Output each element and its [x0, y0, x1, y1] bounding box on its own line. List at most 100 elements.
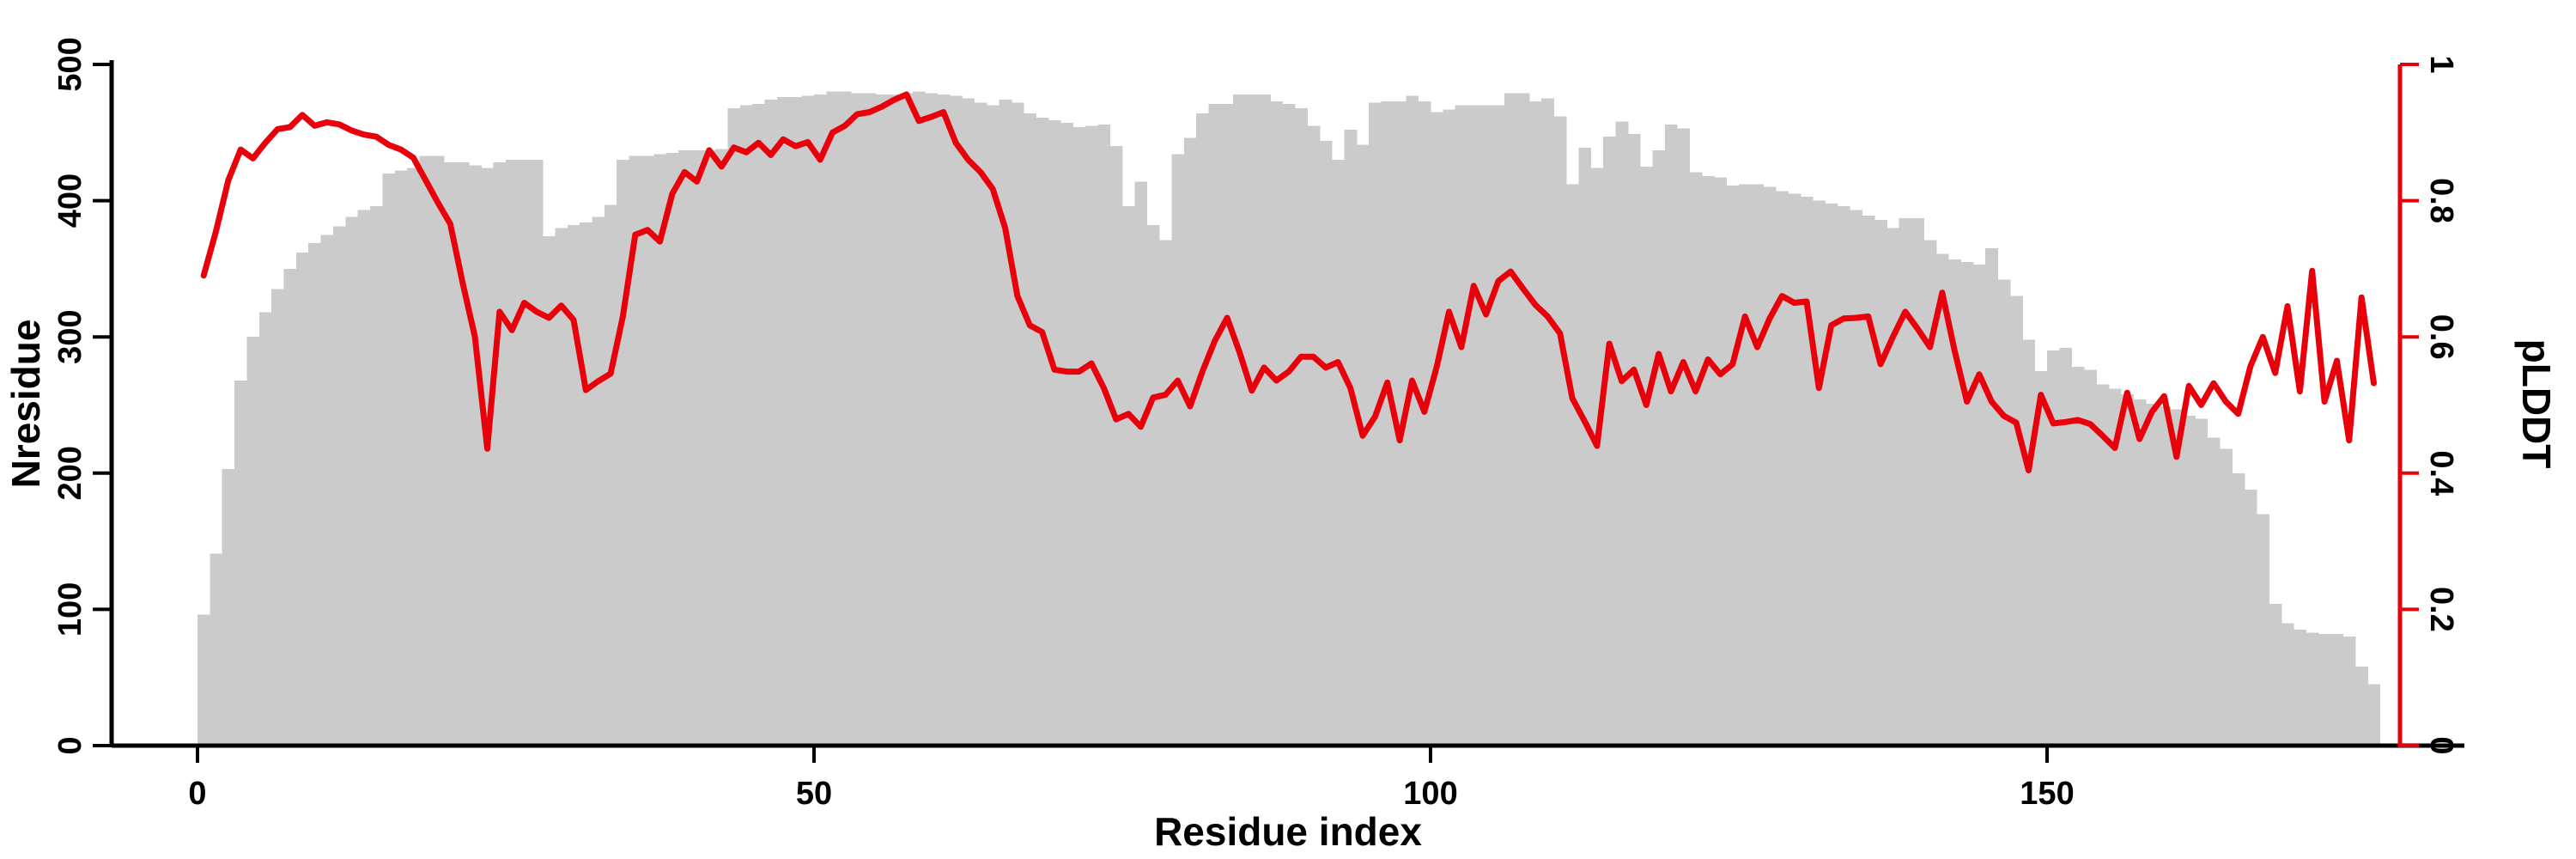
bar [1714, 177, 1728, 746]
bar [851, 93, 864, 746]
bar [468, 165, 482, 746]
bar [1208, 103, 1222, 746]
bar [1751, 184, 1765, 746]
bar [875, 94, 889, 746]
bar [1024, 113, 1036, 746]
bar [1245, 94, 1259, 746]
bar [1886, 228, 1900, 746]
bar [641, 155, 654, 746]
bar [1270, 101, 1284, 746]
bar [2232, 472, 2245, 746]
bar [962, 98, 975, 746]
bar [1565, 184, 1579, 746]
bar [1528, 101, 1542, 746]
bar [2330, 633, 2344, 746]
bar [1997, 279, 2011, 746]
y-left-tick-label: 0 [52, 736, 88, 754]
bar [801, 95, 815, 746]
bar [1578, 147, 1592, 746]
y-right-tick-label: 0.6 [2423, 314, 2459, 360]
bar [1874, 219, 1887, 746]
y-right-tick-label: 1 [2423, 55, 2459, 73]
bar [444, 162, 458, 746]
bar [222, 469, 235, 746]
bar [1627, 133, 1641, 746]
bar [1048, 120, 1061, 746]
bar [2096, 384, 2110, 746]
y-left-tick-label: 400 [52, 174, 88, 228]
bar [1344, 130, 1358, 746]
bar [2121, 393, 2135, 746]
bar [1553, 116, 1567, 746]
bar [2318, 633, 2331, 746]
bar [493, 162, 507, 746]
bar [2269, 604, 2282, 746]
bar [1356, 144, 1370, 746]
bar [2034, 370, 2048, 746]
bars-series [197, 91, 2381, 746]
bar [1504, 93, 1518, 746]
bar [1813, 200, 1826, 746]
x-tick-label: 100 [1403, 776, 1457, 812]
bar [1492, 105, 1505, 746]
bar [1332, 160, 1345, 746]
bar [1652, 149, 1666, 746]
bar [1590, 168, 1604, 746]
bar [1664, 124, 1678, 746]
bar [1443, 109, 1456, 746]
bar [912, 91, 926, 746]
bar [1985, 248, 1999, 746]
bar [2084, 369, 2097, 746]
bar [2281, 623, 2294, 746]
y-right-tick-label: 0.2 [2423, 587, 2459, 632]
bar [1689, 172, 1703, 746]
bar [1159, 240, 1172, 746]
bar [1541, 98, 1555, 746]
bar [925, 93, 939, 746]
bar [234, 380, 247, 746]
bar [727, 107, 741, 746]
bar [592, 216, 605, 746]
bar [937, 94, 951, 746]
bar [1196, 113, 1210, 746]
bar [1516, 93, 1530, 746]
bar [567, 225, 580, 746]
bar [2355, 667, 2368, 746]
bar [826, 91, 840, 746]
bar [1837, 205, 1850, 746]
bar [580, 222, 593, 746]
bar [1862, 216, 1875, 746]
y-right-tick-label: 0.8 [2423, 178, 2459, 223]
bar [1146, 225, 1160, 746]
bar [258, 312, 272, 746]
x-axis-title: Residue index [1154, 809, 1422, 854]
bar [543, 235, 556, 746]
bar [949, 95, 963, 746]
y-axis-left: 0 100 200 300 400 500 Nresidue [3, 37, 114, 755]
bar [1431, 112, 1443, 746]
bar [394, 170, 408, 746]
bar [653, 154, 667, 746]
bar [1406, 95, 1419, 746]
bar [308, 242, 322, 746]
bar [2244, 489, 2257, 746]
bar [2342, 637, 2356, 746]
y-axis-right: 0 0.2 0.4 0.6 0.8 1 pLDDT [2397, 55, 2559, 755]
bar [2047, 350, 2060, 746]
bar [678, 149, 691, 746]
bar [2133, 399, 2147, 746]
bar [1739, 184, 1752, 746]
bar [1899, 218, 1912, 746]
plddt-line [200, 91, 2377, 474]
bar [1097, 124, 1111, 746]
bar [1282, 103, 1296, 746]
bar [789, 97, 803, 746]
bar [1825, 203, 1838, 746]
bar [2009, 295, 2023, 746]
bar [419, 155, 433, 746]
bar [2108, 388, 2122, 746]
bar [283, 268, 297, 746]
bar [1134, 181, 1148, 746]
y-left-axis-title: Nresidue [3, 320, 48, 489]
